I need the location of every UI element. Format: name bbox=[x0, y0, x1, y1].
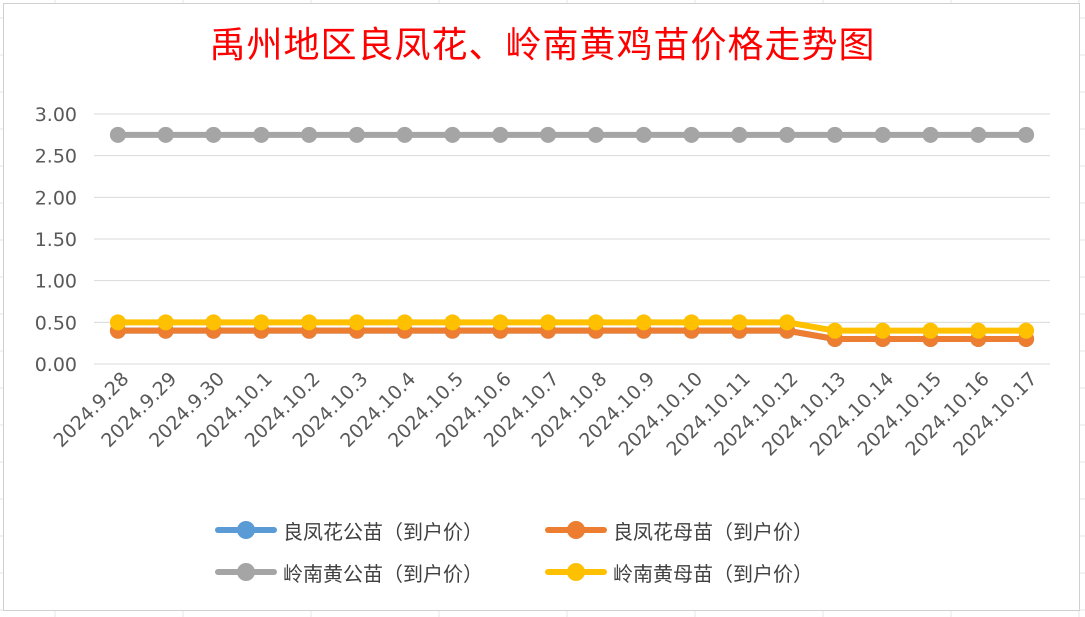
series-1 bbox=[109, 322, 1035, 347]
data-point bbox=[444, 314, 461, 331]
legend-item[interactable]: 良凤花公苗（到户价） bbox=[215, 516, 545, 544]
data-point bbox=[587, 314, 604, 331]
legend-label: 岭南黄公苗（到户价） bbox=[283, 561, 483, 586]
y-tick-label: 0.00 bbox=[35, 354, 77, 376]
data-point bbox=[1018, 126, 1035, 143]
y-tick-label: 3.00 bbox=[35, 104, 77, 126]
data-point bbox=[301, 126, 318, 143]
data-point bbox=[970, 322, 987, 339]
data-point bbox=[779, 126, 796, 143]
data-point bbox=[253, 126, 270, 143]
data-point bbox=[683, 314, 700, 331]
legend-label: 良凤花母苗（到户价） bbox=[613, 519, 813, 544]
data-point bbox=[683, 126, 700, 143]
legend-label: 良凤花公苗（到户价） bbox=[283, 519, 483, 544]
data-point bbox=[731, 314, 748, 331]
y-tick-label: 0.50 bbox=[35, 312, 77, 334]
data-point bbox=[922, 322, 939, 339]
legend-item[interactable]: 岭南黄公苗（到户价） bbox=[215, 558, 545, 586]
legend-swatch bbox=[215, 516, 277, 544]
legend-label: 岭南黄母苗（到户价） bbox=[613, 561, 813, 586]
data-point bbox=[826, 126, 843, 143]
y-tick-label: 2.50 bbox=[35, 146, 77, 168]
data-point bbox=[109, 314, 126, 331]
y-tick-label: 2.00 bbox=[35, 187, 77, 209]
data-point bbox=[157, 126, 174, 143]
data-point bbox=[109, 126, 126, 143]
data-point bbox=[205, 314, 222, 331]
data-point bbox=[731, 126, 748, 143]
series-0 bbox=[109, 322, 1035, 347]
data-point bbox=[1018, 322, 1035, 339]
data-point bbox=[922, 126, 939, 143]
data-point bbox=[348, 126, 365, 143]
data-point bbox=[348, 314, 365, 331]
series-3 bbox=[109, 314, 1035, 339]
data-point bbox=[396, 314, 413, 331]
legend-item[interactable]: 岭南黄母苗（到户价） bbox=[545, 558, 875, 586]
data-point bbox=[205, 126, 222, 143]
data-point bbox=[301, 314, 318, 331]
data-point bbox=[157, 314, 174, 331]
series-2 bbox=[109, 126, 1035, 143]
y-tick-label: 1.00 bbox=[35, 271, 77, 293]
chart-title: 禹州地区良凤花、岭南黄鸡苗价格走势图 bbox=[209, 25, 876, 66]
legend-swatch bbox=[545, 558, 607, 586]
data-point bbox=[253, 314, 270, 331]
data-point bbox=[970, 126, 987, 143]
data-point bbox=[540, 314, 557, 331]
data-point bbox=[492, 314, 509, 331]
legend-item[interactable]: 良凤花母苗（到户价） bbox=[545, 516, 875, 544]
legend: 良凤花公苗（到户价） 良凤花母苗（到户价） 岭南黄公苗（到户价） 岭南黄母苗（到… bbox=[215, 516, 915, 586]
data-point bbox=[826, 322, 843, 339]
chart-area bbox=[3, 3, 1080, 611]
data-point bbox=[874, 126, 891, 143]
data-point bbox=[874, 322, 891, 339]
data-point bbox=[587, 126, 604, 143]
data-point bbox=[635, 314, 652, 331]
data-point bbox=[779, 314, 796, 331]
data-point bbox=[492, 126, 509, 143]
legend-swatch bbox=[215, 558, 277, 586]
y-tick-label: 1.50 bbox=[35, 229, 77, 251]
data-point bbox=[444, 126, 461, 143]
data-point bbox=[635, 126, 652, 143]
data-point bbox=[540, 126, 557, 143]
data-point bbox=[396, 126, 413, 143]
legend-swatch bbox=[545, 516, 607, 544]
